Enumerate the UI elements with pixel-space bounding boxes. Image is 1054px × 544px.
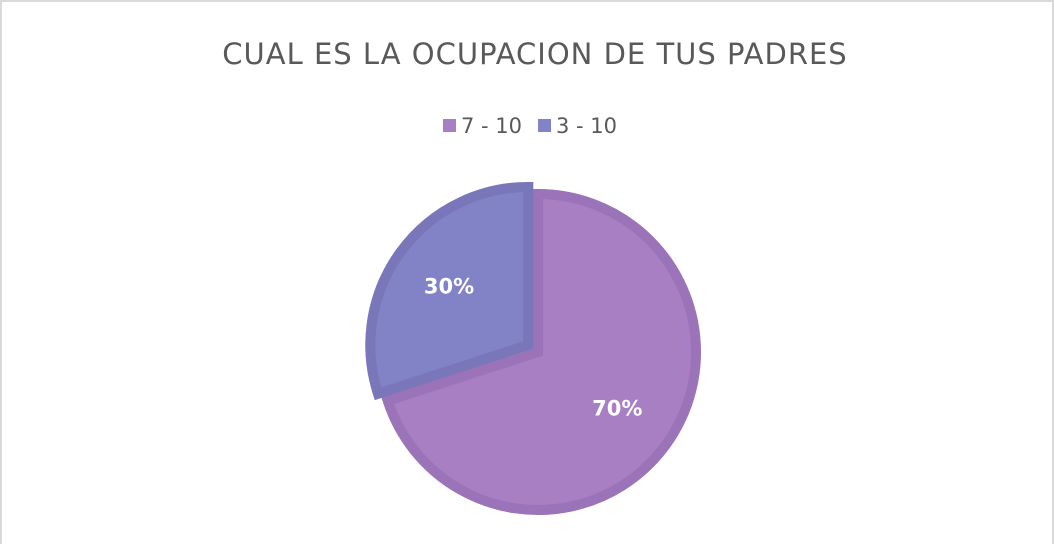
pie-slice	[365, 181, 534, 401]
data-label: 30%	[424, 274, 474, 298]
data-label: 70%	[592, 397, 642, 421]
legend-swatch	[443, 119, 456, 132]
pie-slice-border	[381, 188, 701, 515]
legend-label: 7 - 10	[461, 114, 522, 138]
pie-slice	[381, 188, 701, 515]
legend-label: 3 - 10	[556, 114, 617, 138]
legend-swatch	[538, 119, 552, 132]
pie-slice-border	[365, 181, 534, 401]
chart-title: CUAL ES LA OCUPACION DE TUS PADRES	[222, 37, 847, 71]
